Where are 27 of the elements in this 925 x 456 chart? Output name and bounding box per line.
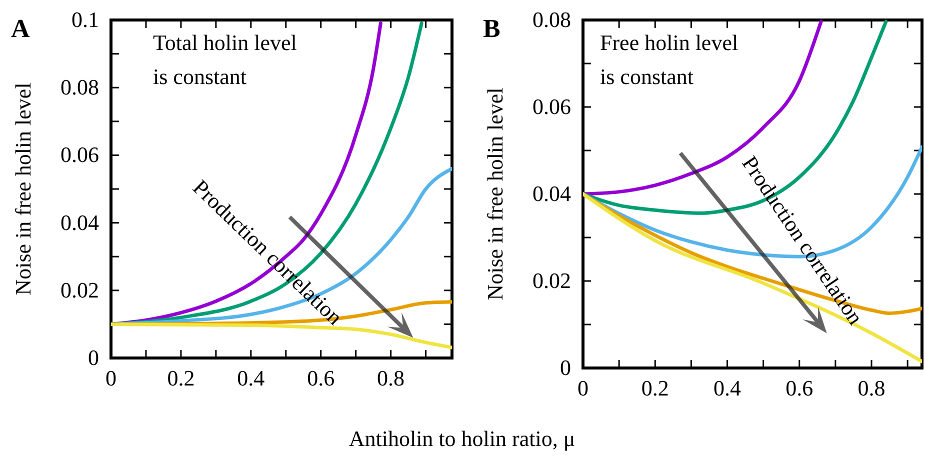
chart-title: B [483, 14, 500, 43]
x-tick-label: 0.2 [641, 376, 669, 401]
x-tick-label: 0.4 [237, 366, 265, 391]
x-tick-label: 0 [578, 376, 588, 401]
y-tick-label: 0.02 [60, 277, 99, 302]
y-tick-label: 0 [88, 345, 99, 370]
x-tick-label: 0.6 [307, 366, 335, 391]
x-tick-label: 0.8 [377, 366, 405, 391]
y-tick-label: 0.04 [60, 210, 99, 235]
y-tick-label: 0.1 [72, 7, 99, 32]
y-tick-label: 0.02 [532, 268, 571, 294]
y-axis-title: Noise in free holin level [10, 82, 36, 296]
y-tick-label: 0.08 [532, 7, 571, 32]
x-tick-label: 0.2 [167, 366, 195, 391]
annotation: Total holin level is constant [153, 30, 297, 89]
x-tick-label: 0.4 [714, 376, 742, 401]
x-tick-label: 0 [106, 366, 116, 391]
x-axis-title: Antiholin to holin ratio, μ [348, 426, 576, 451]
chart-title: A [11, 14, 30, 43]
x-tick-label: 0.8 [858, 376, 886, 401]
y-tick-label: 0.04 [532, 181, 571, 206]
annotation: Free holin level is constant [600, 30, 738, 89]
y-tick-label: 0.08 [60, 74, 99, 100]
x-tick-label: 0.6 [786, 376, 814, 401]
y-tick-label: 0.06 [60, 142, 99, 168]
y-axis-title: Noise in free holin level [482, 88, 508, 300]
y-tick-label: 0.06 [532, 94, 571, 120]
